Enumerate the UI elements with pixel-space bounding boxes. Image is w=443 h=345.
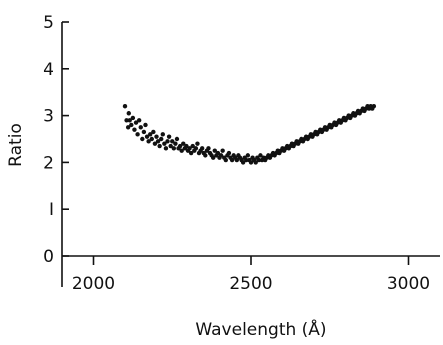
data-point [206, 146, 211, 151]
data-point [371, 104, 377, 109]
data-point [135, 132, 140, 137]
data-point [130, 115, 136, 121]
y-tick-label: 3 [43, 107, 54, 127]
data-point [179, 148, 184, 153]
data-point [220, 148, 225, 153]
data-point [245, 153, 251, 158]
data-point [141, 129, 147, 135]
data-point [132, 127, 137, 132]
x-tick-label: 2500 [229, 274, 272, 294]
data-point [258, 153, 263, 158]
y-tick-label: 4 [43, 60, 54, 80]
data-point [244, 157, 249, 163]
data-point [218, 153, 224, 158]
data-point [124, 118, 129, 123]
data-point [157, 143, 162, 149]
data-point [151, 129, 156, 135]
x-tick-label: 3000 [387, 274, 430, 294]
data-point [177, 143, 183, 149]
data-point [234, 157, 240, 163]
y-tick-label: 2 [43, 153, 54, 173]
x-tick-label: 2000 [72, 274, 115, 294]
y-axis-label: Ratio [6, 123, 26, 167]
x-axis-label: Wavelength (Å) [195, 318, 326, 340]
data-point [203, 153, 208, 158]
data-point [226, 150, 232, 156]
data-point [256, 157, 262, 163]
y-tick-label: 5 [43, 13, 54, 33]
data-point [193, 146, 199, 151]
data-point [163, 146, 169, 151]
data-point [126, 111, 131, 116]
data-point [125, 125, 131, 130]
data-point [229, 157, 235, 163]
data-point [190, 143, 195, 149]
data-point [143, 122, 148, 128]
data-point [146, 139, 151, 144]
data-point [152, 141, 158, 146]
data-point [173, 141, 178, 146]
data-point [165, 139, 170, 144]
data-points [122, 104, 377, 165]
data-point [223, 157, 228, 163]
y-tick-label: 0 [43, 247, 54, 267]
data-point [154, 134, 159, 139]
data-point [181, 141, 186, 146]
data-point [195, 141, 200, 146]
data-point [174, 136, 180, 142]
data-point [188, 150, 194, 156]
data-point [155, 139, 161, 144]
data-point [149, 136, 154, 142]
data-point [122, 104, 128, 109]
data-point [160, 132, 165, 137]
data-point [199, 146, 205, 151]
data-point [162, 141, 167, 146]
y-axis-ticks: 0 I 2 3 4 5 [43, 13, 69, 267]
data-point [133, 120, 139, 125]
data-point [170, 139, 175, 144]
y-tick-label: I [49, 200, 54, 220]
data-point [140, 136, 145, 142]
data-point [129, 122, 134, 128]
data-point [184, 143, 189, 149]
data-point [240, 160, 246, 165]
data-point [148, 132, 153, 137]
data-point [159, 136, 164, 142]
data-point [212, 148, 217, 153]
data-point [171, 146, 177, 151]
data-point [253, 160, 258, 165]
data-point [211, 155, 216, 160]
data-point [166, 134, 172, 139]
x-axis-ticks: 2000 2500 3000 [72, 256, 430, 294]
data-point [248, 160, 254, 165]
data-point [187, 146, 192, 151]
data-point [168, 143, 173, 149]
data-point [144, 134, 150, 139]
data-point [127, 118, 132, 123]
data-point [138, 125, 143, 130]
data-point [136, 118, 142, 123]
data-point [215, 150, 221, 156]
